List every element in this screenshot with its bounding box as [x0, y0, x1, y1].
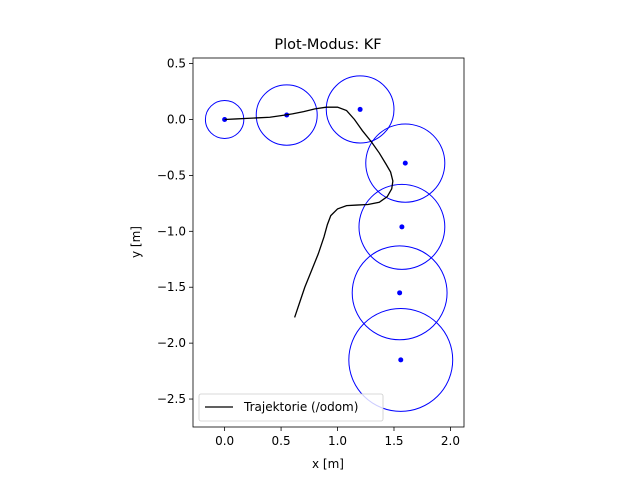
y-axis-label: y [m] — [129, 226, 143, 258]
plot-area — [204, 75, 454, 412]
y-tick-label: −1.5 — [157, 280, 186, 294]
y-tick-label: −2.5 — [157, 392, 186, 406]
estimate-point — [397, 290, 403, 296]
legend-box — [198, 393, 384, 422]
legend-entry-trajectory: Trajektorie (/odom) — [243, 400, 358, 414]
uncertainty-circle — [325, 75, 395, 144]
uncertainty-circle — [365, 123, 446, 203]
axes-frame — [192, 57, 465, 428]
uncertainty-circle — [204, 99, 245, 140]
y-tick-label: 0.5 — [167, 57, 186, 71]
y-tick-label: −0.5 — [157, 168, 186, 182]
uncertainty-circle — [351, 245, 448, 341]
x-tick-label: 1.5 — [384, 434, 403, 448]
x-tick-label: 0.0 — [215, 434, 234, 448]
y-axis-ticks: 0.5 0.0 −0.5 −1.0 −1.5 −2.0 −2.5 — [157, 57, 193, 406]
x-axis-ticks: 0.0 0.5 1.0 1.5 2.0 — [215, 427, 460, 448]
uncertainty-circles — [204, 75, 454, 412]
legend: Trajektorie (/odom) — [198, 393, 384, 422]
estimate-point — [222, 117, 228, 122]
x-axis-label: x [m] — [312, 457, 344, 471]
uncertainty-circle — [255, 84, 318, 146]
x-tick-label: 0.5 — [272, 434, 291, 448]
y-tick-label: −2.0 — [157, 336, 186, 350]
x-tick-label: 1.0 — [328, 434, 347, 448]
estimate-point — [398, 357, 404, 363]
estimate-point — [399, 224, 405, 230]
trajectory-line — [224, 106, 394, 318]
estimate-point — [357, 106, 363, 112]
y-tick-label: 0.0 — [167, 113, 186, 127]
uncertainty-circle — [348, 307, 454, 412]
estimate-points — [222, 106, 408, 363]
uncertainty-circle — [358, 183, 446, 270]
estimate-point — [402, 160, 408, 166]
chart-title: Plot-Modus: KF — [274, 37, 381, 53]
x-tick-label: 2.0 — [441, 434, 460, 448]
y-tick-label: −1.0 — [157, 224, 186, 238]
